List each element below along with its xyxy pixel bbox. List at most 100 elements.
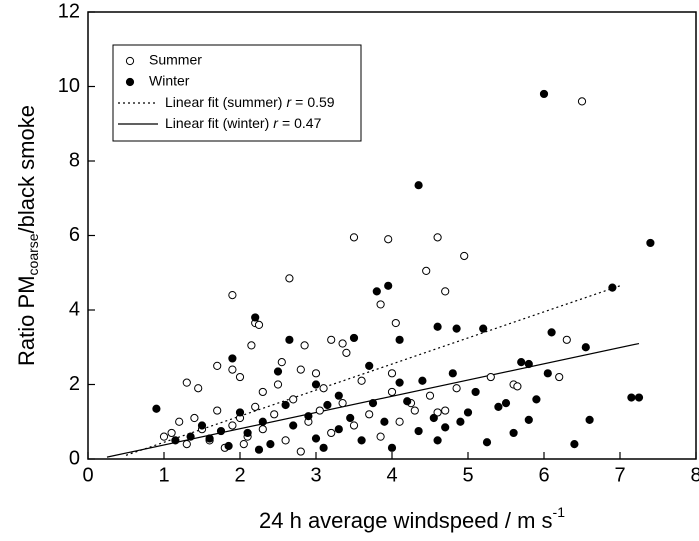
scatter-point [627,393,636,402]
scatter-point [433,233,442,242]
x-tick-label: 3 [310,464,321,486]
scatter-point [235,408,245,417]
scatter-point [171,436,180,445]
scatter-point [346,413,355,423]
scatter-point [159,432,169,441]
legend-r-eq: = [295,94,303,110]
scatter-point [273,380,283,389]
scatter-point [186,432,195,441]
scatter-point [285,335,294,344]
scatter-point [376,432,385,441]
y-tick-label: 2 [69,373,80,395]
scatter-point [494,402,503,411]
scatter-point [524,415,533,424]
legend-label: Summer [149,52,202,68]
scatter-point [258,387,267,397]
scatter-point [387,387,397,397]
scatter-point [319,443,328,452]
scatter-point [270,410,279,419]
scatter-point [182,440,191,449]
scatter-point [395,378,404,387]
scatter-point [258,425,267,434]
y-tick-label: 12 [58,0,80,22]
x-tick-label: 6 [538,464,549,486]
scatter-point [213,361,222,370]
legend-r-symbol: r [286,94,292,110]
scatter-point [463,408,473,417]
legend-r-symbol: r [273,115,279,131]
scatter-point [182,378,191,387]
scatter-point [296,447,305,456]
scatter-point [357,376,366,385]
scatter-point [608,283,617,292]
scatter-point [384,281,393,290]
scatter-point [289,395,298,404]
scatter-point [585,415,594,424]
scatter-point [194,384,203,393]
legend-label: Winter [149,73,190,89]
x-tick-label: 7 [614,464,625,486]
x-tick-label: 5 [462,464,473,486]
scatter-point [517,358,526,367]
y-tick-label: 0 [69,447,80,469]
scatter-point [452,384,461,393]
scatter-point [513,382,522,391]
scatter-point [418,376,427,385]
scatter-point [387,443,397,452]
scatter-point [365,361,374,370]
scatter-point [414,181,423,190]
scatter-point [384,235,393,244]
scatter-point [562,335,571,344]
x-tick-label: 1 [158,464,169,486]
fit-line [125,285,621,456]
scatter-point [273,367,283,376]
scatter-point [247,341,256,350]
y-axis-label-sub: coarse [25,233,41,275]
scatter-point [243,428,252,438]
scatter-point [410,406,419,415]
scatter-point [167,428,176,438]
scatter-point [205,434,214,443]
scatter-point [251,313,260,322]
scatter-point [429,413,438,423]
scatter-point [251,402,260,411]
scatter-point [403,397,412,406]
x-tick-label: 0 [82,464,93,486]
scatter-point [327,428,336,438]
x-tick-label: 8 [690,464,699,486]
scatter-point [509,428,518,438]
scatter-point [285,274,294,283]
scatter-point [395,417,404,426]
scatter-point [372,287,381,296]
scatter-point [387,369,397,378]
scatter-point [152,404,161,413]
scatter-point [289,421,298,430]
y-tick-label: 4 [69,298,80,320]
scatter-point [266,440,275,449]
scatter-point [555,372,564,382]
scatter-point [646,238,655,248]
scatter-point [425,391,435,400]
legend-fit-name: Linear fit (summer) [165,94,282,110]
scatter-point [190,413,199,423]
y-tick-label: 6 [69,224,80,246]
scatter-point [300,341,309,350]
scatter-point [543,369,552,378]
scatter-point [334,425,343,434]
scatter-point [334,391,343,400]
scatter-point [311,369,321,378]
scatter-point [228,291,237,300]
y-axis-label: Ratio PMcoarse/black smoke [14,105,41,366]
scatter-point [228,365,237,374]
scatter-point [304,412,313,421]
scatter-point [311,434,321,443]
scatter-point [311,380,321,389]
scatter-point [414,426,423,436]
scatter-point [235,372,245,382]
y-axis-label-rest: /black smoke [14,105,39,233]
scatter-point [433,436,442,445]
scatter-point [368,399,378,408]
scatter-point [539,89,549,99]
x-axis-label-text: 24 h average windspeed / m s [259,508,553,533]
